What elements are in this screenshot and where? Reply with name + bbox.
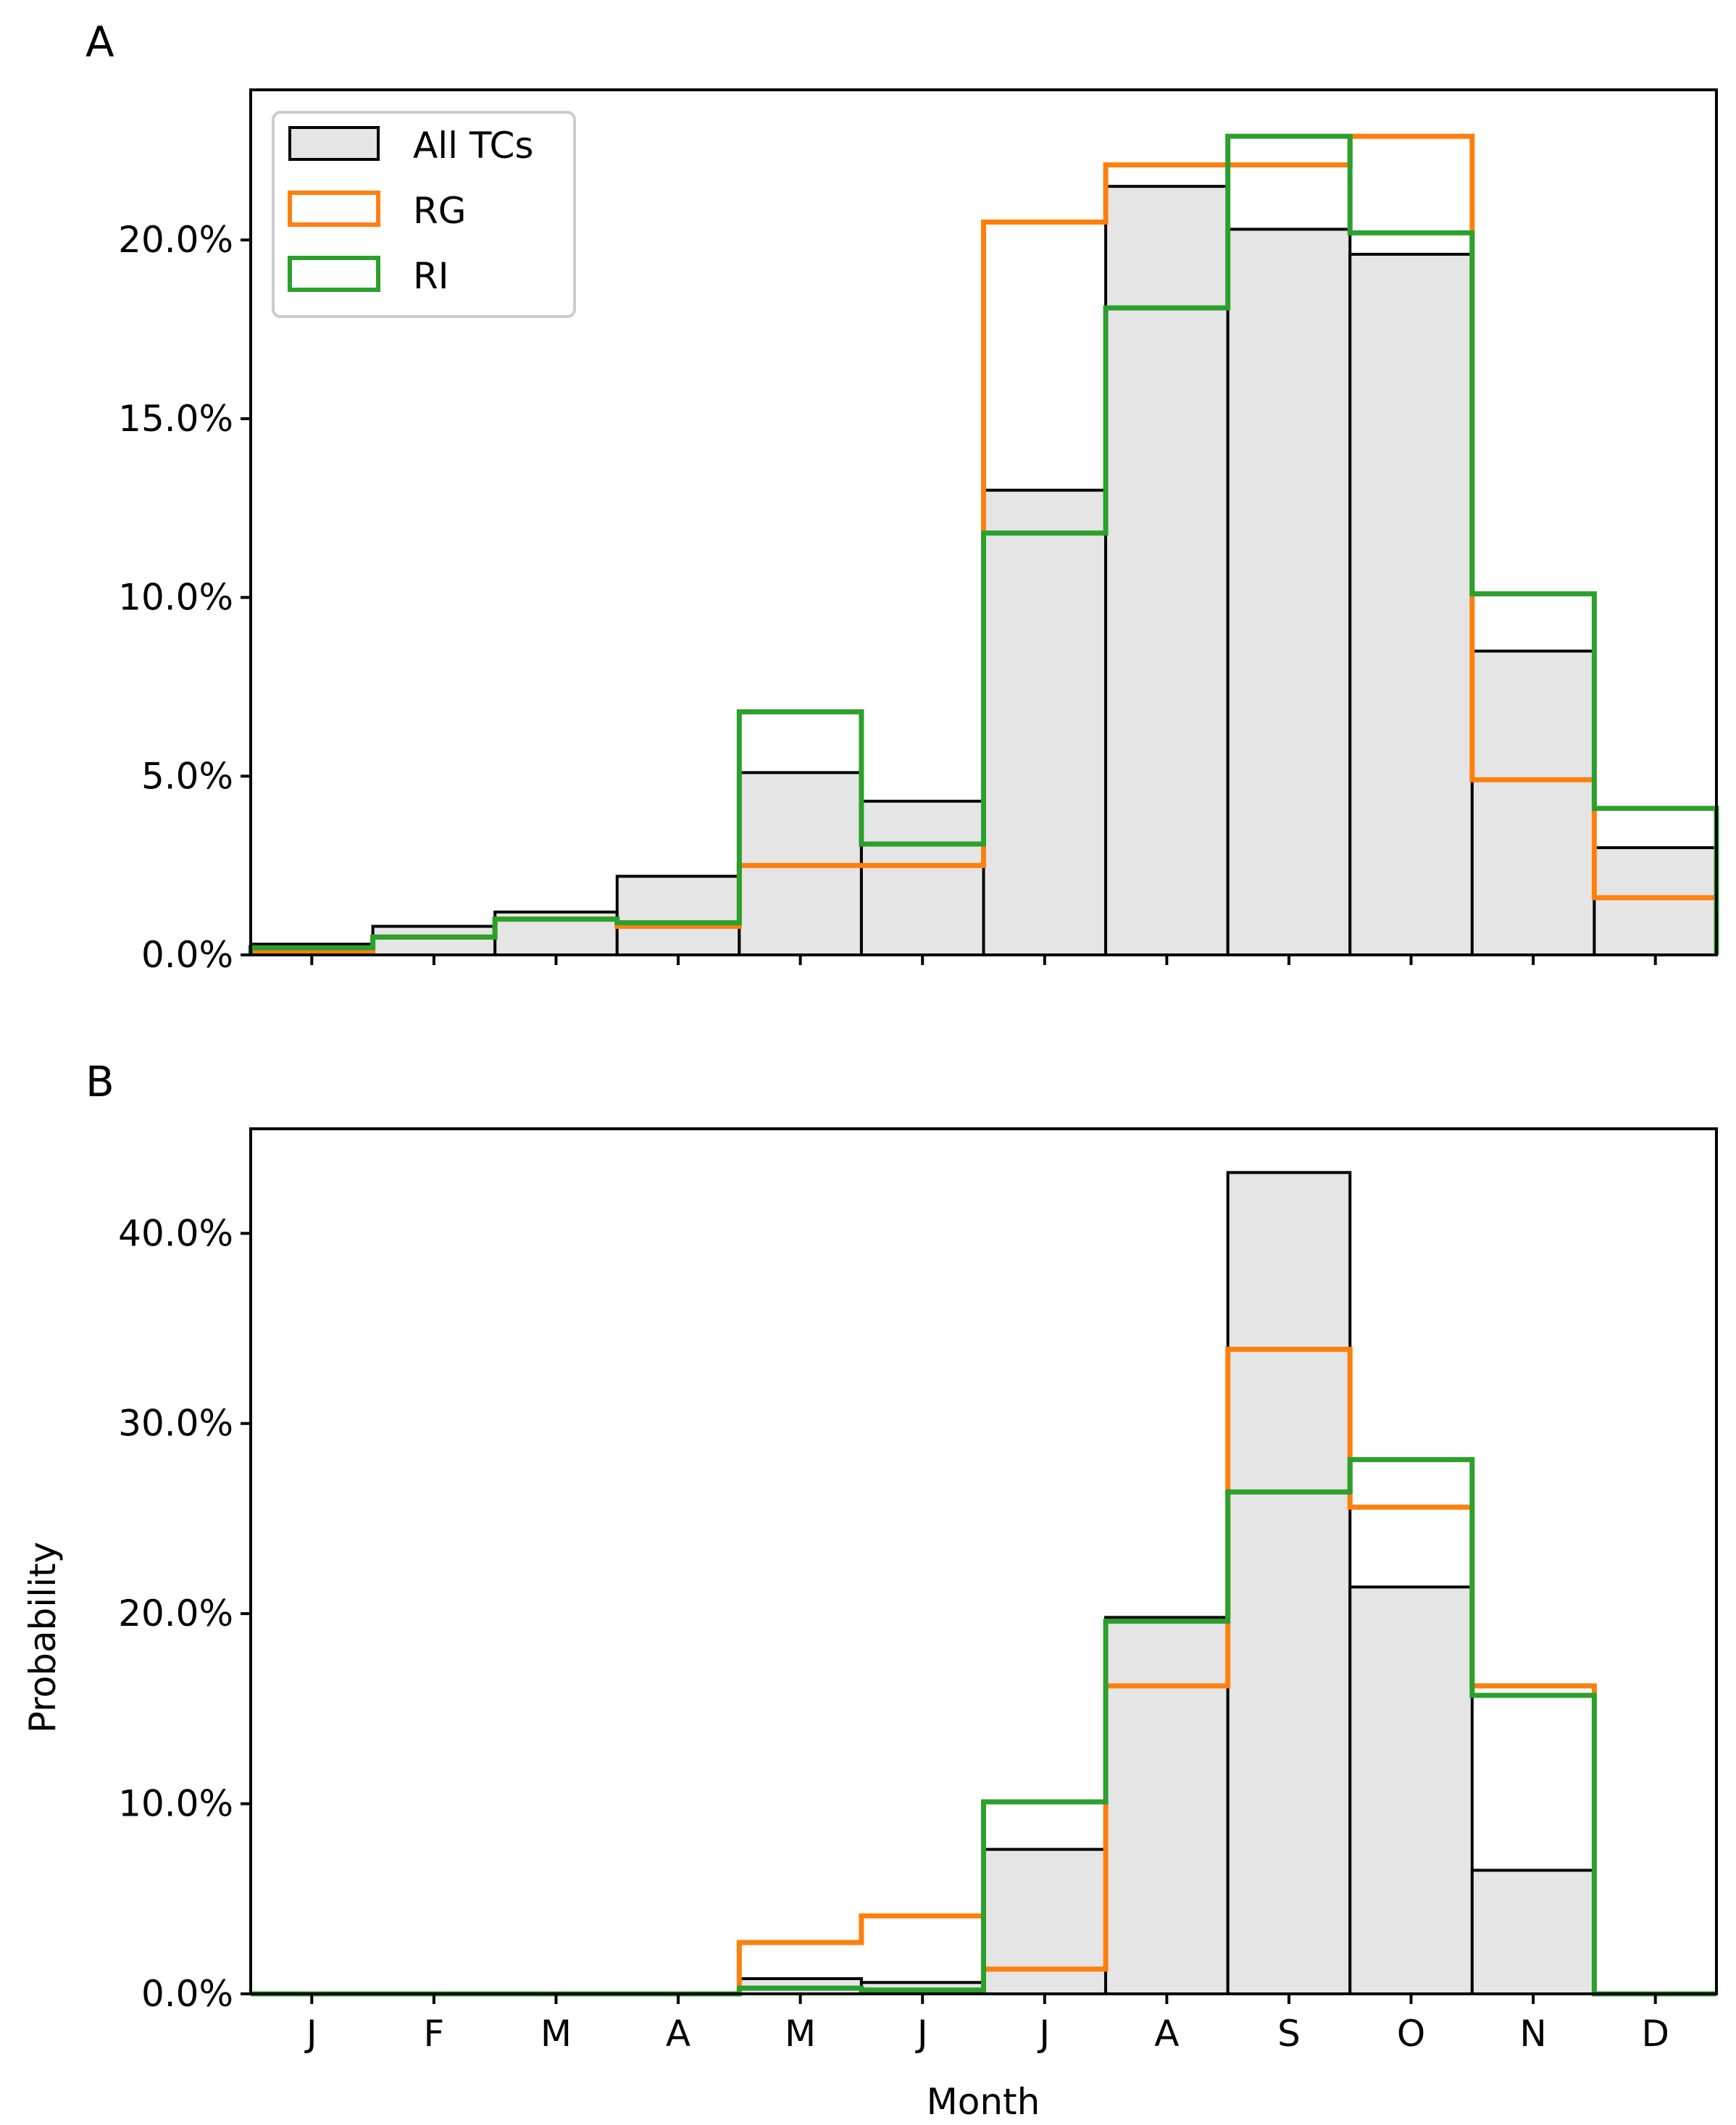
y-axis-label: Probability xyxy=(22,1542,64,1733)
x-tick-label: J xyxy=(1037,2013,1050,2055)
x-tick-label: S xyxy=(1277,2013,1301,2055)
legend-swatch-ri xyxy=(288,256,380,292)
bar-all-tcs-7 xyxy=(1104,185,1230,957)
bar-all-tcs-10 xyxy=(1470,1869,1596,1995)
y-tick-label: 0.0% xyxy=(141,934,233,976)
panel-b-axes-frame xyxy=(249,1127,1718,1995)
panel-b: B 0.0% 10.0% 20.0% 30.0% 40.0% J F M A M J J A S O N D xyxy=(85,1057,1718,2055)
y-tick-label: 40.0% xyxy=(118,1212,233,1254)
panel-a-bars xyxy=(248,133,1719,957)
x-tick-label: F xyxy=(423,2013,444,2055)
bar-all-tcs-3 xyxy=(615,874,741,957)
panel-a-y-axis: 0.0% 5.0% 10.0% 15.0% 20.0% xyxy=(118,219,251,976)
y-tick-label: 10.0% xyxy=(118,1783,233,1825)
x-tick-label: O xyxy=(1397,2013,1425,2055)
y-tick-label: 0.0% xyxy=(141,1973,233,2015)
x-tick-label: N xyxy=(1519,2013,1546,2055)
y-tick-label: 15.0% xyxy=(118,398,233,440)
legend-label-all-tcs: All TCs xyxy=(413,125,533,167)
panel-a-x-axis xyxy=(310,955,1657,965)
panel-b-y-axis: 0.0% 10.0% 20.0% 30.0% 40.0% xyxy=(118,1212,251,2015)
legend-box xyxy=(272,111,576,318)
bar-all-tcs-6 xyxy=(982,1848,1108,1996)
y-tick-label: 10.0% xyxy=(118,577,233,619)
bar-all-tcs-8 xyxy=(1226,1171,1352,1995)
panel-a: A 0.0% 5.0% 10.0% 15.0% 20.0% All TCs RG RI xyxy=(85,17,1719,976)
panel-a-label: A xyxy=(85,17,114,67)
bar-all-tcs-9 xyxy=(1348,252,1474,956)
bar-all-tcs-8 xyxy=(1226,227,1352,956)
x-tick-label: M xyxy=(541,2013,572,2055)
y-tick-label: 30.0% xyxy=(118,1403,233,1445)
bar-all-tcs-7 xyxy=(1104,1616,1230,1995)
bar-all-tcs-6 xyxy=(982,488,1108,956)
panel-b-bars xyxy=(251,1171,1716,1997)
x-tick-label: J xyxy=(915,2013,928,2055)
legend-swatch-all-tcs xyxy=(288,126,380,161)
step-outline-ri xyxy=(248,133,1719,955)
bar-all-tcs-1 xyxy=(371,924,497,957)
x-tick-label: M xyxy=(785,2013,816,2055)
panel-a-legend: All TCs RG RI xyxy=(272,111,576,318)
x-tick-label: J xyxy=(304,2013,317,2055)
panel-a-axes-frame xyxy=(249,88,1718,956)
panel-b-label: B xyxy=(85,1057,114,1106)
bar-all-tcs-10 xyxy=(1470,649,1596,956)
legend-swatch-rg xyxy=(288,191,380,227)
y-tick-label: 20.0% xyxy=(118,219,233,261)
legend-label-rg: RG xyxy=(413,190,467,232)
bar-all-tcs-9 xyxy=(1348,1585,1474,1995)
bar-all-tcs-5 xyxy=(859,799,985,957)
x-axis-label: Month xyxy=(927,2081,1040,2123)
y-tick-label: 5.0% xyxy=(141,755,233,797)
x-tick-label: D xyxy=(1641,2013,1669,2055)
x-tick-label: A xyxy=(666,2013,690,2055)
y-tick-label: 20.0% xyxy=(118,1592,233,1635)
bar-all-tcs-11 xyxy=(1593,846,1719,957)
x-tick-label: A xyxy=(1154,2013,1179,2055)
legend-label-ri: RI xyxy=(413,255,449,297)
